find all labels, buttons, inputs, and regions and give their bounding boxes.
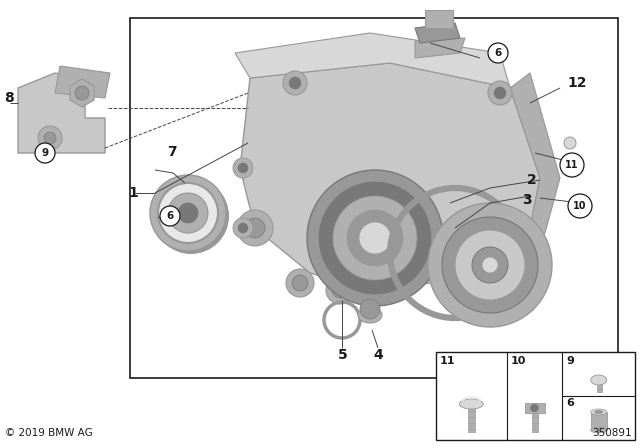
Circle shape (238, 223, 248, 233)
Text: 9: 9 (566, 356, 574, 366)
Ellipse shape (591, 409, 607, 415)
Circle shape (333, 196, 417, 280)
Circle shape (360, 299, 380, 319)
Circle shape (237, 210, 273, 246)
Text: 2: 2 (527, 173, 537, 187)
Circle shape (283, 71, 307, 95)
Circle shape (494, 87, 506, 99)
Text: 11: 11 (440, 356, 456, 366)
Circle shape (488, 81, 512, 105)
Text: 6: 6 (494, 48, 502, 58)
Bar (525, 403, 545, 413)
Ellipse shape (591, 375, 607, 385)
Circle shape (332, 282, 348, 298)
Polygon shape (18, 73, 105, 153)
Circle shape (38, 126, 62, 150)
Circle shape (178, 203, 198, 223)
Circle shape (150, 175, 226, 251)
Circle shape (160, 206, 180, 226)
Bar (531, 411, 538, 432)
Polygon shape (415, 38, 465, 58)
Circle shape (307, 170, 443, 306)
Polygon shape (415, 23, 460, 43)
Circle shape (158, 183, 218, 243)
Circle shape (488, 43, 508, 63)
Text: 12: 12 (567, 76, 587, 90)
Bar (468, 406, 476, 432)
Circle shape (568, 194, 592, 218)
Text: 10: 10 (573, 201, 587, 211)
Circle shape (245, 218, 265, 238)
Circle shape (233, 218, 253, 238)
Ellipse shape (595, 410, 603, 414)
Circle shape (442, 217, 538, 313)
Circle shape (319, 182, 431, 294)
Circle shape (233, 158, 253, 178)
Circle shape (168, 193, 208, 233)
Circle shape (289, 77, 301, 89)
Text: 6: 6 (166, 211, 173, 221)
Circle shape (482, 257, 498, 273)
Text: 9: 9 (42, 148, 49, 158)
Circle shape (75, 86, 89, 100)
Ellipse shape (460, 399, 483, 409)
Text: 3: 3 (522, 193, 532, 207)
Polygon shape (490, 73, 560, 273)
Circle shape (286, 269, 314, 297)
Text: 10: 10 (511, 356, 526, 366)
Text: 7: 7 (167, 145, 177, 159)
Text: 5: 5 (338, 348, 348, 362)
Text: 6: 6 (566, 398, 574, 408)
Circle shape (153, 178, 229, 254)
Text: 350891: 350891 (593, 428, 632, 438)
Circle shape (238, 163, 248, 173)
Circle shape (326, 276, 354, 304)
Bar (425, 10, 453, 28)
Circle shape (455, 230, 525, 300)
Circle shape (44, 132, 56, 144)
Bar (591, 412, 607, 430)
Circle shape (560, 153, 584, 177)
Text: 11: 11 (565, 160, 579, 170)
Bar (436, 352, 635, 440)
Circle shape (35, 143, 55, 163)
Text: 1: 1 (128, 186, 138, 200)
Circle shape (347, 210, 403, 266)
Ellipse shape (358, 307, 382, 323)
Text: 4: 4 (373, 348, 383, 362)
Circle shape (359, 222, 391, 254)
Bar (130, 18, 618, 378)
Text: © 2019 BMW AG: © 2019 BMW AG (5, 428, 93, 438)
Bar (596, 383, 602, 392)
Polygon shape (235, 33, 510, 88)
Circle shape (564, 137, 576, 149)
Ellipse shape (591, 427, 607, 433)
Polygon shape (70, 79, 94, 107)
Circle shape (428, 203, 552, 327)
Circle shape (292, 275, 308, 291)
Circle shape (472, 247, 508, 283)
Polygon shape (55, 66, 110, 98)
Polygon shape (240, 63, 540, 290)
Circle shape (531, 404, 538, 412)
Text: 8: 8 (4, 91, 14, 105)
